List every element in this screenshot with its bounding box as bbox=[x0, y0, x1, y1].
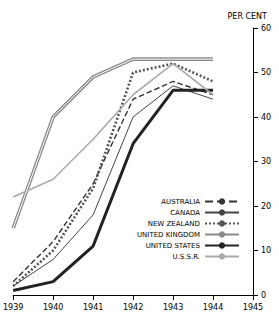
svg-text:UNITED STATES: UNITED STATES bbox=[146, 242, 201, 250]
svg-text:1943: 1943 bbox=[163, 303, 183, 312]
svg-text:40: 40 bbox=[261, 113, 271, 122]
svg-text:1942: 1942 bbox=[123, 303, 143, 312]
svg-text:U.S.S.R.: U.S.S.R. bbox=[172, 253, 200, 261]
svg-text:1944: 1944 bbox=[203, 303, 223, 312]
svg-text:30: 30 bbox=[261, 157, 271, 166]
svg-text:1940: 1940 bbox=[43, 303, 63, 312]
svg-text:NEW ZEALAND: NEW ZEALAND bbox=[148, 220, 200, 228]
svg-text:1945: 1945 bbox=[243, 303, 263, 312]
svg-text:PER CENT: PER CENT bbox=[228, 12, 268, 21]
svg-text:0: 0 bbox=[261, 291, 266, 300]
svg-text:60: 60 bbox=[261, 24, 271, 33]
svg-text:UNITED KINGDOM: UNITED KINGDOM bbox=[137, 231, 200, 239]
svg-text:1939: 1939 bbox=[3, 303, 23, 312]
svg-text:CANADA: CANADA bbox=[170, 209, 200, 217]
svg-text:1941: 1941 bbox=[83, 303, 103, 312]
svg-text:AUSTRALIA: AUSTRALIA bbox=[161, 198, 200, 206]
svg-text:20: 20 bbox=[261, 202, 271, 211]
svg-text:50: 50 bbox=[261, 68, 271, 77]
svg-text:10: 10 bbox=[261, 246, 271, 255]
